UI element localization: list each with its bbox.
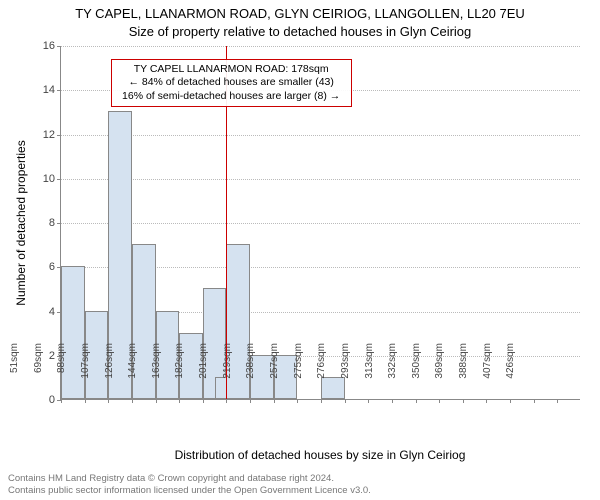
- xtick-label: 293sqm: [340, 343, 351, 403]
- xtick-label: 88sqm: [56, 343, 67, 403]
- gridline: [61, 179, 580, 180]
- annotation-line: TY CAPEL LLANARMON ROAD: 178sqm: [118, 63, 345, 76]
- x-axis-label: Distribution of detached houses by size …: [60, 448, 580, 462]
- annotation-line: ← 84% of detached houses are smaller (43…: [118, 76, 345, 89]
- xtick-label: 144sqm: [127, 343, 138, 403]
- xtick-label: 426sqm: [505, 343, 516, 403]
- ytick-label: 16: [43, 40, 61, 52]
- chart-title-address: TY CAPEL, LLANARMON ROAD, GLYN CEIRIOG, …: [0, 6, 600, 21]
- annotation-box: TY CAPEL LLANARMON ROAD: 178sqm← 84% of …: [111, 59, 352, 106]
- xtick-label: 126sqm: [104, 343, 115, 403]
- annotation-line: 16% of semi-detached houses are larger (…: [118, 90, 345, 103]
- ytick-label: 4: [49, 306, 61, 318]
- xtick-label: 238sqm: [245, 343, 256, 403]
- ytick-label: 10: [43, 173, 61, 185]
- xtick-label: 69sqm: [33, 343, 44, 403]
- xtick-label: 107sqm: [80, 343, 91, 403]
- xtick-mark: [534, 399, 535, 403]
- xtick-label: 332sqm: [387, 343, 398, 403]
- ytick-label: 14: [43, 84, 61, 96]
- ytick-label: 8: [49, 217, 61, 229]
- xtick-mark: [557, 399, 558, 403]
- gridline: [61, 223, 580, 224]
- footer-line-2: Contains public sector information licen…: [8, 485, 592, 496]
- xtick-label: 163sqm: [151, 343, 162, 403]
- gridline: [61, 46, 580, 47]
- plot-area: 024681012141651sqm69sqm88sqm107sqm126sqm…: [60, 46, 580, 400]
- xtick-label: 257sqm: [269, 343, 280, 403]
- xtick-label: 51sqm: [9, 343, 20, 403]
- xtick-label: 276sqm: [316, 343, 327, 403]
- xtick-label: 182sqm: [174, 343, 185, 403]
- attribution-footer: Contains HM Land Registry data © Crown c…: [8, 473, 592, 496]
- xtick-label: 407sqm: [482, 343, 493, 403]
- footer-line-1: Contains HM Land Registry data © Crown c…: [8, 473, 592, 484]
- chart-subtitle: Size of property relative to detached ho…: [0, 24, 600, 39]
- property-size-histogram: TY CAPEL, LLANARMON ROAD, GLYN CEIRIOG, …: [0, 0, 600, 500]
- ytick-label: 6: [49, 261, 61, 273]
- xtick-label: 201sqm: [198, 343, 209, 403]
- xtick-label: 275sqm: [293, 343, 304, 403]
- xtick-label: 350sqm: [411, 343, 422, 403]
- xtick-label: 369sqm: [434, 343, 445, 403]
- xtick-label: 388sqm: [458, 343, 469, 403]
- ytick-label: 12: [43, 129, 61, 141]
- xtick-label: 313sqm: [364, 343, 375, 403]
- gridline: [61, 135, 580, 136]
